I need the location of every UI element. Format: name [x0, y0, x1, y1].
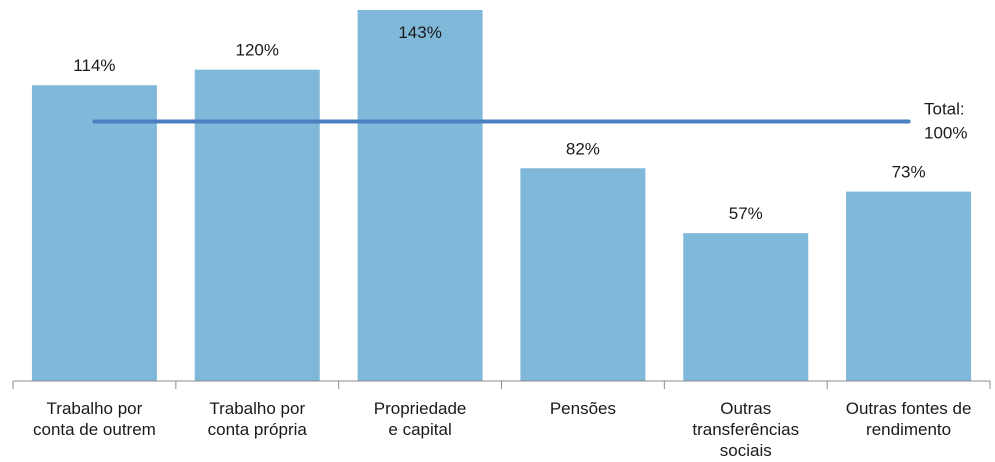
value-label-1: 114% [73, 56, 115, 75]
category-label-1: Trabalho por conta de outrem [33, 399, 156, 439]
bar-2 [194, 69, 320, 381]
total-value-label: 100% [924, 124, 967, 143]
category-labels: Trabalho por conta de outrem Trabalho por c… [33, 399, 971, 460]
bars-group [31, 10, 972, 381]
bar-4 [520, 168, 646, 381]
category-label-3: Propriedade e capital [374, 399, 467, 439]
value-label-3: 143% [398, 23, 441, 42]
value-label-2: 120% [236, 41, 279, 60]
category-label-4: Pensões [550, 399, 616, 418]
total-label: Total: [924, 100, 965, 119]
value-labels: 114% 120% 143% 82% 57% 73% [73, 23, 925, 223]
category-label-5: Outras transferências sociais [692, 399, 799, 460]
category-label-6: Outras fontes de rendimento [846, 399, 972, 439]
bar-3 [357, 10, 483, 381]
value-label-6: 73% [892, 163, 926, 182]
bar-1 [31, 85, 157, 381]
value-label-4: 82% [566, 139, 600, 158]
x-axis-ticks [12, 381, 991, 389]
bar-6 [846, 191, 972, 381]
value-label-5: 57% [729, 204, 763, 223]
category-label-2: Trabalho por conta própria [208, 399, 308, 439]
bar-5 [683, 233, 809, 381]
